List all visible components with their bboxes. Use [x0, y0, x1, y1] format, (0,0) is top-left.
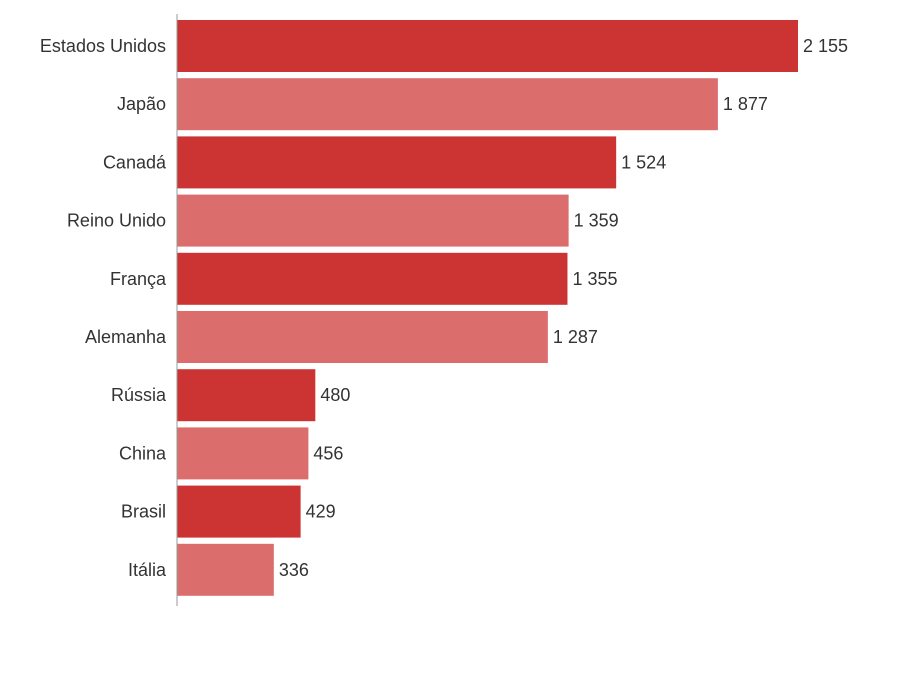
- category-label-3: Reino Unido: [67, 211, 166, 231]
- bar-0: [177, 20, 798, 72]
- bars-group: [177, 20, 798, 596]
- value-labels-group: 2 155 1 877 1 524 1 359 1 355 1 287 480 456 429 3…: [279, 36, 848, 580]
- value-label-4: 1 355: [572, 269, 617, 289]
- value-label-7: 456: [313, 443, 343, 463]
- category-label-9: Itália: [128, 560, 167, 580]
- category-label-6: Rússia: [111, 385, 167, 405]
- bar-6: [177, 369, 316, 422]
- value-label-6: 480: [320, 385, 350, 405]
- bar-9: [177, 543, 274, 596]
- value-label-8: 429: [306, 502, 336, 522]
- category-label-5: Alemanha: [85, 327, 167, 347]
- category-label-7: China: [119, 443, 167, 463]
- bar-7: [177, 427, 309, 480]
- bar-4: [177, 252, 568, 305]
- category-labels-group: Estados Unidos Japão Canadá Reino Unido Fran…: [40, 36, 167, 580]
- category-label-0: Estados Unidos: [40, 36, 166, 56]
- value-label-2: 1 524: [621, 152, 666, 172]
- value-label-5: 1 287: [553, 327, 598, 347]
- category-label-4: França: [110, 269, 167, 289]
- bar-5: [177, 311, 548, 363]
- value-label-9: 336: [279, 560, 309, 580]
- bar-8: [177, 485, 301, 538]
- value-label-0: 2 155: [803, 36, 848, 56]
- category-label-8: Brasil: [121, 502, 166, 522]
- value-label-1: 1 877: [723, 94, 768, 114]
- bar-2: [177, 136, 617, 189]
- bar-3: [177, 194, 569, 247]
- category-label-1: Japão: [117, 94, 166, 114]
- bar-1: [177, 78, 718, 131]
- value-label-3: 1 359: [574, 211, 619, 231]
- category-label-2: Canadá: [103, 152, 167, 172]
